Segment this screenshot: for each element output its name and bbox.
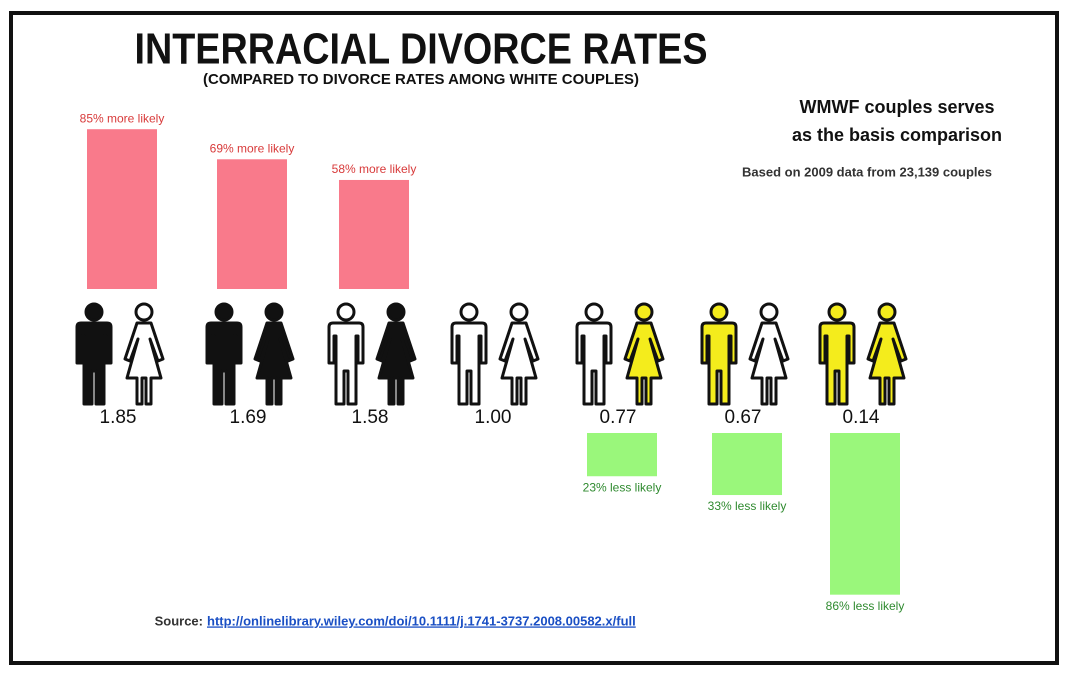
man-head (827, 302, 847, 322)
woman-body (253, 321, 295, 406)
woman-head (264, 302, 284, 322)
woman-head (509, 302, 529, 322)
chart-subtitle: (COMPARED TO DIVORCE RATES AMONG WHITE C… (203, 71, 639, 88)
man-body (700, 321, 738, 406)
woman-head (634, 302, 654, 322)
bar-label: 69% more likely (210, 141, 295, 155)
bar-label: 86% less likely (826, 599, 905, 613)
woman-head (386, 302, 406, 322)
bar (587, 433, 657, 477)
man-head (84, 302, 104, 322)
man-head (336, 302, 356, 322)
bar (339, 179, 409, 289)
bar-label: 85% more likely (80, 111, 165, 125)
man-head (709, 302, 729, 322)
value-label: 1.69 (230, 407, 267, 428)
woman-body (623, 321, 665, 406)
value-label: 0.77 (600, 407, 637, 428)
bar (87, 129, 157, 289)
man-body (205, 321, 243, 406)
source-label: Source: (155, 613, 203, 628)
bar (830, 433, 900, 595)
annotation: as the basis comparison (792, 125, 1002, 145)
man-body (327, 321, 365, 406)
woman-body (748, 321, 790, 406)
bar (712, 433, 782, 496)
man-head (584, 302, 604, 322)
woman-head (759, 302, 779, 322)
man-body (75, 321, 113, 406)
woman-body (123, 321, 165, 406)
bar-label: 58% more likely (332, 162, 417, 176)
woman-head (877, 302, 897, 322)
value-label: 1.58 (352, 407, 389, 428)
man-head (214, 302, 234, 322)
bar-label: 23% less likely (583, 480, 662, 494)
value-label: 1.00 (475, 407, 512, 428)
woman-body (375, 321, 417, 406)
annotation: WMWF couples serves (799, 97, 994, 117)
woman-body (498, 321, 540, 406)
bar-label: 33% less likely (708, 499, 787, 513)
source-link[interactable]: http://onlinelibrary.wiley.com/doi/10.11… (207, 613, 636, 628)
chart-title: INTERRACIAL DIVORCE RATES (135, 25, 708, 74)
woman-body (866, 321, 908, 406)
woman-head (134, 302, 154, 322)
man-body (575, 321, 613, 406)
man-body (818, 321, 856, 406)
man-head (459, 302, 479, 322)
bar (217, 159, 287, 289)
value-label: 1.85 (100, 407, 137, 428)
man-body (450, 321, 488, 406)
value-label: 0.67 (725, 407, 762, 428)
annotation: Based on 2009 data from 23,139 couples (742, 164, 992, 179)
value-label: 0.14 (843, 407, 880, 428)
